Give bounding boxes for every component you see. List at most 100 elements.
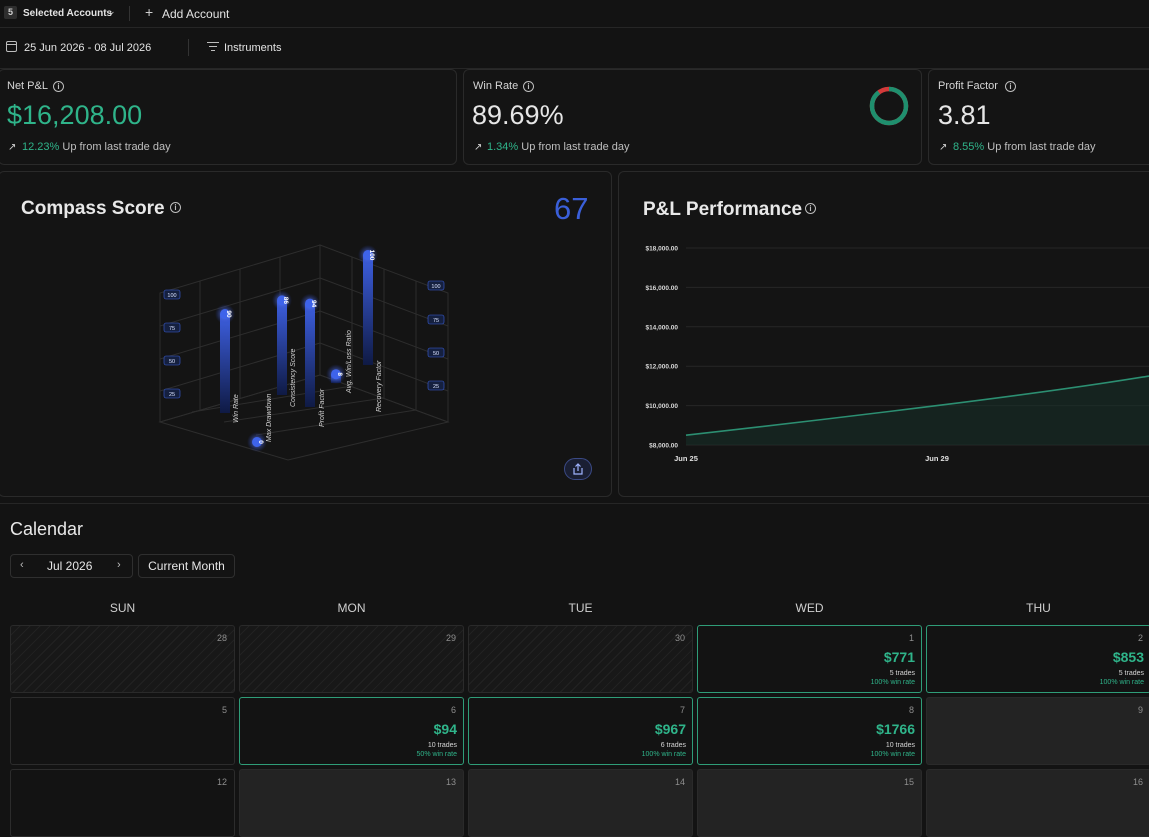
calendar-day[interactable]: 30 (468, 625, 693, 693)
day-pnl: $967 (654, 721, 686, 737)
date-range-picker[interactable]: 25 Jun 2026 - 08 Jul 2026 (24, 42, 152, 54)
compass-bar (220, 314, 230, 413)
month-label: Jul 2026 (47, 559, 93, 573)
tick-label: 50 (169, 359, 175, 365)
day-trade-count: 10 trades (885, 742, 915, 749)
day-number: 1 (908, 633, 914, 643)
win-rate-ring (869, 86, 909, 126)
tick-label: 100 (431, 284, 440, 290)
compass-bar (305, 303, 315, 407)
calendar-day[interactable]: 12 (10, 769, 235, 837)
compass-score-value: 67 (554, 191, 589, 226)
month-navigator: ‹ Jul 2026 › (10, 554, 133, 578)
tick-label: 75 (169, 326, 175, 332)
compass-bar-cap (363, 250, 373, 260)
day-number: 8 (908, 705, 914, 715)
share-icon[interactable] (565, 459, 591, 479)
info-icon[interactable]: i (523, 81, 534, 92)
y-tick-label: $18,000.00 (645, 246, 678, 253)
selected-accounts-dropdown[interactable]: Selected Accounts (23, 8, 113, 19)
win-rate-value: 89.69% (472, 100, 564, 130)
calendar-day[interactable]: 5 (10, 697, 235, 765)
pnl-title: P&L Performance (643, 199, 803, 220)
metric-label: Profit Factor (319, 388, 326, 427)
compass-bar-cap (331, 369, 341, 380)
compass-title: Compass Score (21, 198, 165, 219)
calendar-day[interactable]: 29 (239, 625, 464, 693)
compass-bar-value: 0 (257, 440, 264, 444)
filter-icon[interactable] (207, 42, 219, 52)
day-number: 15 (903, 777, 914, 787)
instruments-filter-button[interactable]: Instruments (224, 42, 282, 54)
divider (0, 503, 1149, 504)
compass-bar-value: 100 (368, 250, 375, 261)
calendar-day[interactable]: 6 $94 10 trades 50% win rate (239, 697, 464, 765)
current-month-button[interactable]: Current Month (138, 554, 235, 578)
share-button[interactable] (564, 458, 592, 480)
calendar-day[interactable]: 7 $967 6 trades 100% win rate (468, 697, 693, 765)
net-pnl-value: $16,208.00 (7, 100, 143, 130)
pnl-line (685, 375, 1149, 436)
plus-icon[interactable]: + (145, 4, 154, 20)
y-tick-label: $10,000.00 (645, 403, 678, 410)
chevron-left-icon[interactable]: ‹ (20, 559, 24, 571)
x-tick-label: Jun 25 (674, 454, 698, 463)
metric-label: Avg. Win/Loss Ratio (346, 330, 353, 394)
tick-label: 25 (433, 384, 439, 390)
stat-title: Profit Factor (938, 80, 998, 92)
day-win-rate: 50% win rate (416, 751, 457, 758)
calendar-day[interactable]: 15 (697, 769, 922, 837)
compass-bar-value: 94 (310, 300, 317, 308)
day-number: 14 (674, 777, 685, 787)
metric-label: Win Rate (233, 394, 240, 423)
tick-label: 75 (433, 318, 439, 324)
compass-bar-value: 8 (336, 372, 343, 376)
calendar-title: Calendar (10, 519, 84, 539)
calendar-day[interactable]: 14 (468, 769, 693, 837)
day-pnl: $771 (883, 649, 915, 665)
y-tick-label: $12,000.00 (645, 364, 678, 371)
metric-label: Consistency Score (290, 349, 297, 407)
stat-change: 1.34% Up from last trade day (487, 141, 630, 153)
compass-bar-cap (252, 437, 262, 447)
win-rate-ring-win (869, 86, 909, 126)
chart-grid (158, 244, 450, 461)
weekday-header: WED (795, 601, 824, 615)
add-account-button[interactable]: Add Account (162, 7, 230, 21)
day-pnl: $853 (1112, 649, 1144, 665)
day-number: 6 (450, 705, 456, 715)
compass-3d-chart: 100 75 50 25 100 75 50 25 90 0 86 94 8 100 Wi… (158, 244, 450, 461)
info-icon[interactable]: i (170, 202, 181, 213)
day-win-rate: 100% win rate (870, 751, 915, 758)
day-number: 13 (445, 777, 456, 787)
day-pnl: $94 (433, 721, 457, 737)
calendar-icon[interactable] (6, 41, 17, 52)
tick-label: 50 (433, 351, 439, 357)
day-trade-count: 10 trades (427, 742, 457, 749)
chevron-right-icon[interactable]: › (117, 559, 121, 571)
divider (129, 6, 130, 21)
weekday-header: TUE (568, 601, 593, 615)
day-number: 5 (221, 705, 227, 715)
calendar-day[interactable]: 13 (239, 769, 464, 837)
day-number: 2 (1137, 633, 1143, 643)
stat-change: 8.55% Up from last trade day (953, 141, 1096, 153)
calendar-day[interactable]: 1 $771 5 trades 100% win rate (697, 625, 922, 693)
calendar-day[interactable]: 28 (10, 625, 235, 693)
calendar-day[interactable]: 9 (926, 697, 1149, 765)
calendar-day[interactable]: 16 (926, 769, 1149, 837)
calendar-day[interactable]: 2 $853 5 trades 100% win rate (926, 625, 1149, 693)
day-number: 7 (679, 705, 685, 715)
compass-bar-value: 86 (282, 297, 289, 305)
calendar-day[interactable]: 8 $1766 10 trades 100% win rate (697, 697, 922, 765)
info-icon[interactable]: i (1005, 81, 1016, 92)
stat-title: Win Rate (473, 80, 519, 92)
profit-factor-card (928, 69, 1149, 165)
chevron-down-icon[interactable]: ⌄ (108, 6, 116, 16)
trending-up-icon: ↗ (8, 142, 17, 153)
y-tick-label: $14,000.00 (645, 324, 678, 331)
left-axis-ticks: 100 75 50 25 (163, 289, 181, 399)
info-icon[interactable]: i (805, 203, 816, 214)
day-win-rate: 100% win rate (641, 751, 686, 758)
info-icon[interactable]: i (53, 81, 64, 92)
